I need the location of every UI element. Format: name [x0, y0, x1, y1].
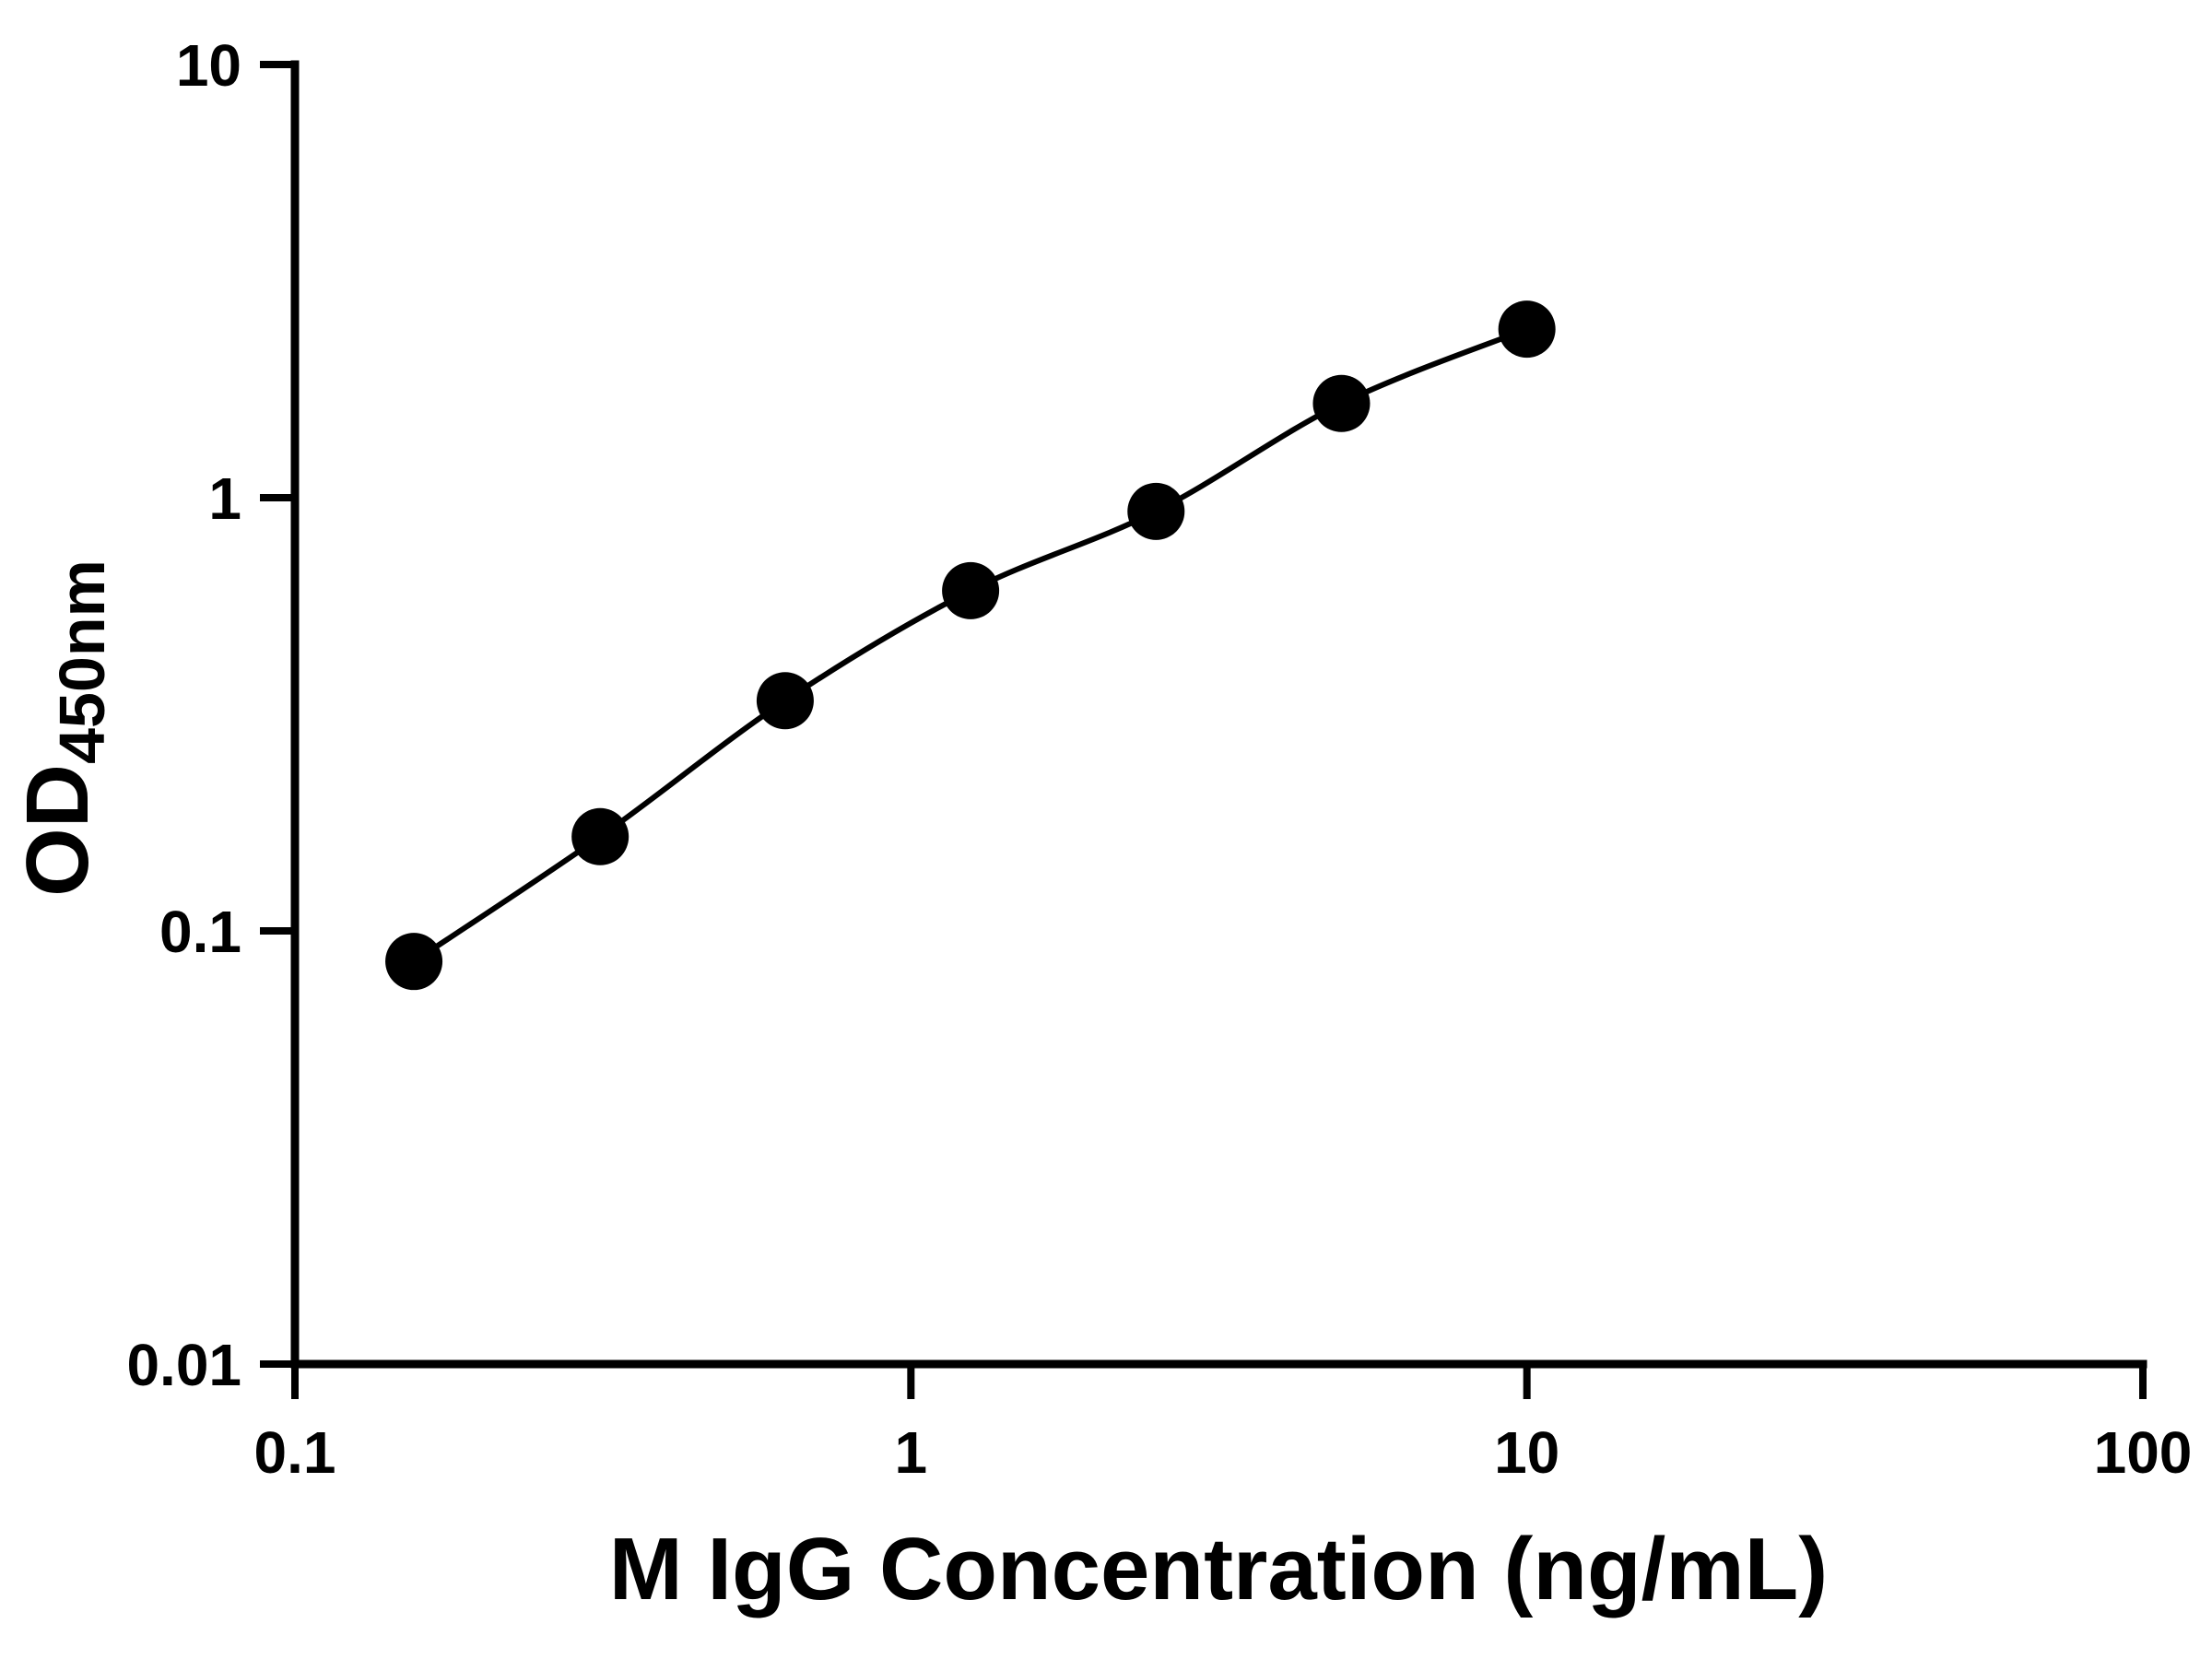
- y-axis-title: OD450nm: [8, 559, 118, 897]
- y-axis-title-main: OD: [8, 764, 107, 897]
- axes: [290, 60, 2147, 1369]
- x-tick-label: 10: [1494, 1419, 1559, 1486]
- data-point: [756, 672, 814, 730]
- y-tick-label: 0.1: [159, 899, 241, 965]
- x-axis-ticks: 0.1 1 10 100: [254, 1364, 2193, 1486]
- x-tick-label: 1: [895, 1419, 928, 1486]
- y-axis-ticks: 0.01 0.1 1 10: [126, 32, 295, 1398]
- data-point: [385, 933, 443, 991]
- x-tick-label: 0.1: [254, 1419, 336, 1486]
- y-tick-label: 0.01: [126, 1332, 241, 1398]
- data-point: [1498, 300, 1556, 359]
- data-point: [942, 561, 1000, 619]
- x-axis-title: M IgG Concentration (ng/mL): [609, 1520, 1829, 1618]
- series-layer: [385, 300, 1556, 991]
- data-point: [1312, 374, 1371, 432]
- y-axis-title-subscript: 450nm: [46, 559, 118, 764]
- data-point: [571, 807, 629, 865]
- y-tick-label: 1: [208, 465, 241, 532]
- y-tick-label: 10: [176, 32, 241, 99]
- data-point: [1127, 482, 1185, 540]
- x-tick-label: 100: [2094, 1419, 2193, 1486]
